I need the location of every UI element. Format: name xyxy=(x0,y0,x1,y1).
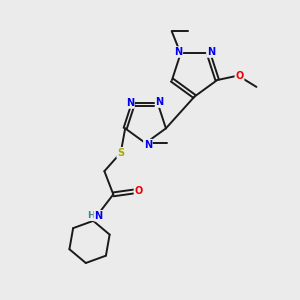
Text: N: N xyxy=(207,47,215,57)
Text: N: N xyxy=(126,98,134,108)
Text: N: N xyxy=(144,140,152,150)
Text: S: S xyxy=(117,148,124,158)
Text: O: O xyxy=(236,70,244,81)
Text: N: N xyxy=(94,211,103,221)
Text: O: O xyxy=(134,186,143,197)
Text: N: N xyxy=(155,97,164,107)
Text: H: H xyxy=(87,211,95,220)
Text: N: N xyxy=(174,47,182,57)
